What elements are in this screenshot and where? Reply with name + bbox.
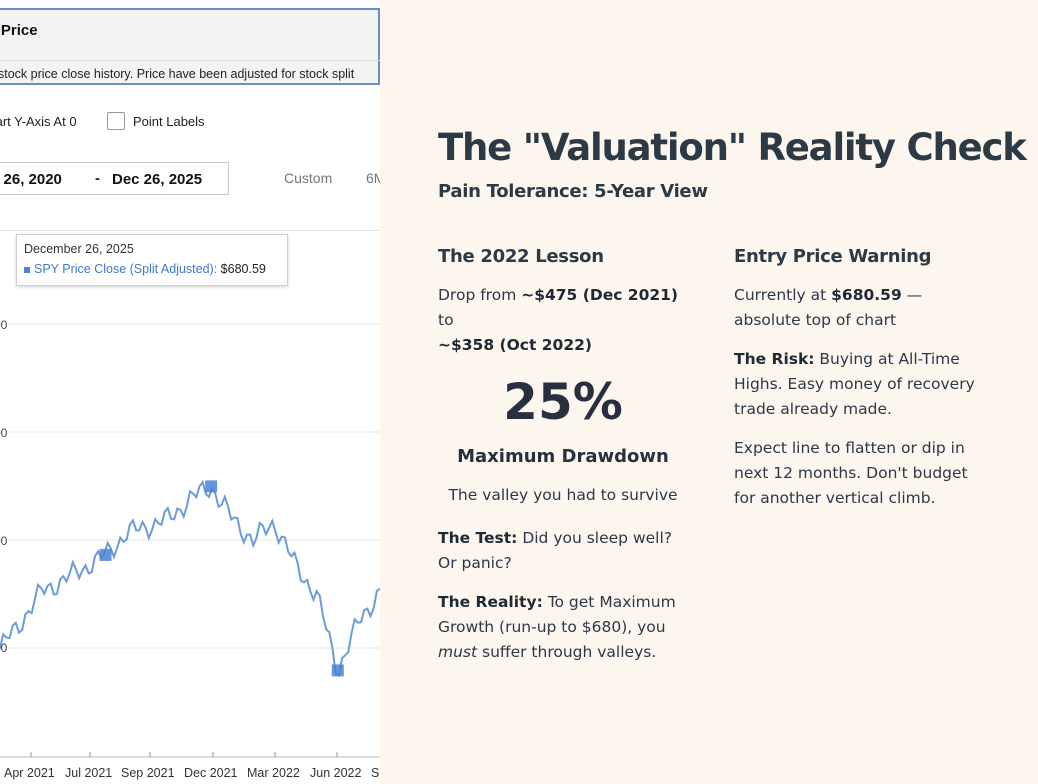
reality-end: suffer through valleys. bbox=[477, 643, 657, 661]
point-labels-checkbox[interactable] bbox=[107, 112, 125, 130]
current-price-text: Currently at $680.59 — absolute top of c… bbox=[734, 283, 984, 333]
page-subtitle: Pain Tolerance: 5-Year View bbox=[438, 181, 708, 202]
x-tick-label: Apr 2021 bbox=[4, 766, 55, 780]
current-price-value: $680.59 bbox=[831, 286, 902, 304]
test-text: The Test: Did you sleep well? Or panic? bbox=[438, 526, 688, 576]
data-point-marker[interactable] bbox=[205, 480, 218, 493]
drop-to-value: ~$358 (Oct 2022) bbox=[438, 336, 593, 354]
date-range-picker[interactable]: c 26, 2020 - Dec 26, 2025 bbox=[0, 162, 229, 195]
date-range-from[interactable]: c 26, 2020 bbox=[0, 171, 62, 188]
x-tick-label: Sep 2021 bbox=[121, 766, 175, 780]
x-tick-label: S bbox=[371, 766, 380, 780]
chart-header-title: ck Price bbox=[0, 22, 38, 39]
date-range-dash: - bbox=[95, 170, 100, 187]
range-tab-6m[interactable]: 6M bbox=[366, 170, 380, 186]
drop-mid: to bbox=[438, 311, 454, 329]
page-title: The "Valuation" Reality Check bbox=[438, 126, 1027, 169]
y-tick-label: 00 bbox=[0, 318, 8, 332]
test-label: The Test: bbox=[438, 529, 518, 547]
price-series-line bbox=[0, 479, 380, 678]
chart-header: ck Price stock price close history. Pric… bbox=[0, 8, 380, 85]
reality-text: The Reality: To get Maximum Growth (run-… bbox=[438, 590, 688, 665]
drawdown-label: Maximum Drawdown bbox=[457, 446, 669, 467]
warning-heading: Entry Price Warning bbox=[734, 246, 932, 267]
commentary-panel: The "Valuation" Reality Check Pain Toler… bbox=[380, 0, 1038, 784]
x-tick-label: Jun 2022 bbox=[310, 766, 362, 780]
tooltip-value: $680.59 bbox=[220, 262, 266, 276]
reality-body: To get Maximum Growth (run-up to $680), … bbox=[438, 593, 676, 636]
risk-body: Buying at All-Time Highs. Easy money of … bbox=[734, 350, 975, 418]
lesson-heading: The 2022 Lesson bbox=[438, 246, 604, 267]
date-range-to[interactable]: Dec 26, 2025 bbox=[112, 171, 203, 188]
chart-screenshot-panel: ck Price stock price close history. Pric… bbox=[0, 0, 380, 784]
x-tick-label: Mar 2022 bbox=[247, 766, 300, 780]
drawdown-percentage: 25% bbox=[503, 373, 623, 431]
drop-prefix: Drop from bbox=[438, 286, 522, 304]
start-y-axis-option[interactable]: tart Y-Axis At 0 bbox=[0, 114, 77, 129]
test-body: Did you sleep well? Or panic? bbox=[438, 529, 673, 572]
current-suffix: — absolute top of chart bbox=[734, 286, 923, 329]
drop-text: Drop from ~$475 (Dec 2021) to ~$358 (Oct… bbox=[438, 283, 688, 358]
series-swatch-icon bbox=[24, 266, 30, 273]
warning-column: Entry Price Warning Currently at $680.59… bbox=[734, 244, 984, 525]
y-tick-label: 00 bbox=[0, 641, 8, 655]
tooltip-series-name: SPY Price Close (Split Adjusted): bbox=[34, 262, 218, 276]
x-tick-label: Jul 2021 bbox=[65, 766, 113, 780]
data-point-marker[interactable] bbox=[99, 548, 112, 561]
point-labels-option[interactable]: Point Labels bbox=[133, 114, 205, 129]
chart-description-text: stock price close history. Price have be… bbox=[0, 67, 355, 81]
reality-label: The Reality: bbox=[438, 593, 543, 611]
y-tick-label: 00 bbox=[0, 534, 8, 548]
x-tick-label: Dec 2021 bbox=[184, 766, 238, 780]
risk-text: The Risk: Buying at All-Time Highs. Easy… bbox=[734, 347, 984, 422]
drop-from-value: ~$475 (Dec 2021) bbox=[521, 286, 679, 304]
chart-top-divider bbox=[0, 230, 380, 231]
drawdown-subtext: The valley you had to survive bbox=[448, 486, 678, 504]
lesson-column: The 2022 Lesson Drop from ~$475 (Dec 202… bbox=[438, 244, 688, 679]
current-prefix: Currently at bbox=[734, 286, 832, 304]
price-line-chart bbox=[0, 323, 380, 758]
tooltip-row: SPY Price Close (Split Adjusted): $680.5… bbox=[24, 262, 266, 276]
chart-tooltip: December 26, 2025 SPY Price Close (Split… bbox=[16, 234, 288, 286]
tooltip-date: December 26, 2025 bbox=[24, 242, 134, 256]
reality-emphasis: must bbox=[438, 643, 478, 661]
expectation-text: Expect line to flatten or dip in next 12… bbox=[734, 439, 968, 507]
data-point-marker[interactable] bbox=[331, 664, 344, 677]
chart-header-description: stock price close history. Price have be… bbox=[0, 60, 380, 81]
risk-label: The Risk: bbox=[734, 350, 815, 368]
range-tab-custom[interactable]: Custom bbox=[284, 170, 333, 186]
y-tick-label: 00 bbox=[0, 426, 8, 440]
